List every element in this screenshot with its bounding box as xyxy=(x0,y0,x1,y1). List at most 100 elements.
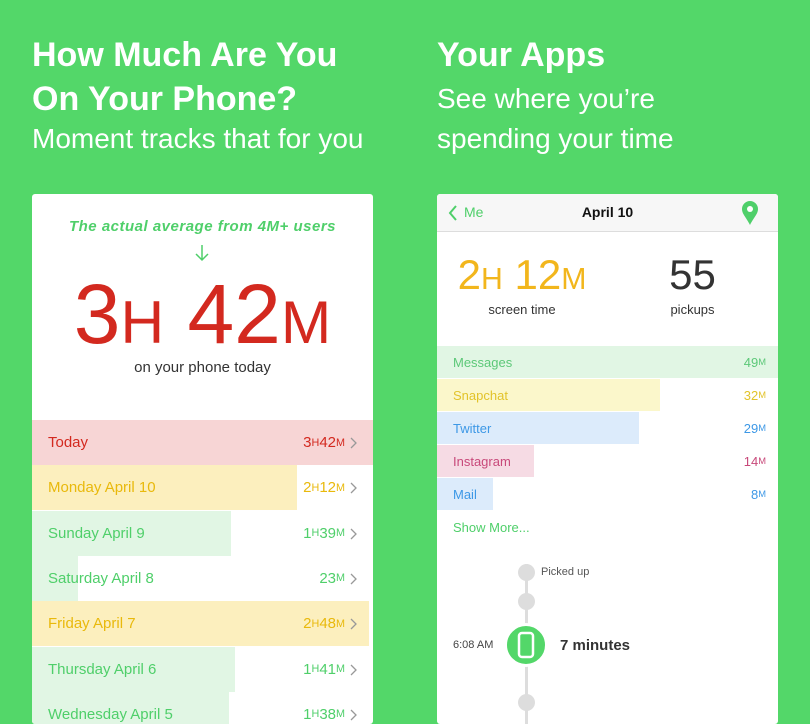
minutes: 23 xyxy=(319,569,336,587)
day-row[interactable]: Monday April 10 2 H 12 M xyxy=(32,465,373,511)
hours: 1 xyxy=(303,660,312,678)
timeline-dot xyxy=(518,694,535,711)
app-bar xyxy=(437,379,660,411)
app-row[interactable]: Messages 49 M xyxy=(437,346,778,378)
day-bar xyxy=(32,691,229,724)
minutes: 29 xyxy=(743,420,759,436)
hour-unit: H xyxy=(311,527,320,540)
right-subtitle: See where you’re spending your time xyxy=(437,79,674,159)
subtitle-line: spending your time xyxy=(437,123,674,154)
pickups: 55 xyxy=(669,251,716,298)
minute-unit: M xyxy=(561,263,587,296)
day-bar xyxy=(32,601,369,647)
screen-time: 2H 12M xyxy=(437,250,607,305)
day-bar xyxy=(32,555,79,601)
hour-unit: H xyxy=(311,617,320,630)
session-duration: 7 minutes xyxy=(560,637,631,654)
app-bar xyxy=(437,346,778,378)
hours: 3 xyxy=(303,434,312,451)
minute-unit: M xyxy=(758,456,766,466)
minutes: 32 xyxy=(743,387,759,403)
app-duration: 32 M xyxy=(744,379,766,411)
hours: 3 xyxy=(73,267,121,361)
back-button[interactable]: Me xyxy=(464,204,484,220)
minute-unit: M xyxy=(336,436,345,449)
app-bar xyxy=(437,478,493,510)
app-name: Snapchat xyxy=(453,387,508,403)
phone-icon xyxy=(517,631,535,659)
day-label: Friday April 7 xyxy=(48,615,136,633)
chevron xyxy=(350,709,357,721)
minutes: 12 xyxy=(319,479,336,497)
hour-unit: H xyxy=(311,663,320,675)
minutes: 8 xyxy=(750,486,759,502)
session-time: 6:08 AM xyxy=(453,639,494,651)
minutes: 49 xyxy=(743,354,759,370)
chevron xyxy=(350,618,357,630)
app-duration: 29 M xyxy=(744,412,766,444)
day-label: Wednesday April 5 xyxy=(48,705,173,723)
minute-unit: M xyxy=(336,663,345,675)
app-name: Twitter xyxy=(453,420,492,436)
minutes: 42 xyxy=(319,434,336,451)
chevron xyxy=(350,664,357,675)
back-chevron[interactable] xyxy=(447,204,459,222)
day-bar xyxy=(32,510,231,556)
day-bar xyxy=(32,646,235,692)
app-name: Mail xyxy=(453,486,477,502)
minutes: 42 xyxy=(187,267,281,361)
hours: 2 xyxy=(457,251,481,298)
minute-unit: M xyxy=(758,390,766,400)
minutes: 39 xyxy=(319,524,336,542)
timeline-dot xyxy=(518,564,535,581)
session-icon[interactable] xyxy=(504,623,548,667)
app-duration: 14 M xyxy=(744,445,766,477)
minute-unit: M xyxy=(758,423,766,433)
pickups-label: pickups xyxy=(670,302,715,317)
minute-unit: M xyxy=(336,481,345,494)
hour-unit: H xyxy=(311,708,320,721)
hour-unit: H xyxy=(311,436,320,449)
chevron xyxy=(350,573,357,585)
picked-up: Picked up xyxy=(541,566,590,578)
hour-unit: H xyxy=(480,263,503,296)
hour-unit: H xyxy=(120,288,165,356)
app-duration: 49 M xyxy=(744,346,766,378)
hours: 1 xyxy=(303,524,312,542)
chevron xyxy=(350,528,357,540)
screen-time-label: screen time xyxy=(488,302,556,317)
day-row[interactable]: Today 3 H 42 M xyxy=(32,420,373,465)
app-row[interactable]: Instagram 14 M xyxy=(437,445,778,477)
day-bar xyxy=(32,465,297,511)
day-row[interactable]: Saturday April 8 23 M xyxy=(32,555,373,601)
apps-card: Me April 10 2H 12M screen time 55 pickup… xyxy=(437,194,778,724)
day-bar xyxy=(32,420,373,465)
hour-unit: H xyxy=(311,481,320,494)
minute-unit: M xyxy=(280,288,332,356)
day-label: Saturday April 8 xyxy=(48,569,154,587)
app-row[interactable]: Mail 8 M xyxy=(437,478,778,510)
app-name: Messages xyxy=(453,354,513,370)
left-title: How Much Are You On Your Phone? xyxy=(32,33,337,121)
show-more[interactable]: Show More... xyxy=(453,520,530,535)
nav-title: April 10 xyxy=(581,204,634,220)
nav-bar: Me April 10 xyxy=(437,194,778,232)
app-row[interactable]: Snapchat 32 M xyxy=(437,379,778,411)
minutes: 12 xyxy=(514,251,562,298)
app-row[interactable]: Twitter 29 M xyxy=(437,412,778,444)
right-title: Your Apps xyxy=(437,36,606,74)
app-bar xyxy=(437,412,639,444)
minutes: 14 xyxy=(743,453,759,469)
day-label: Today xyxy=(48,434,89,451)
note: The actual average from 4M+ users xyxy=(68,218,337,235)
map-pin[interactable] xyxy=(740,200,760,226)
